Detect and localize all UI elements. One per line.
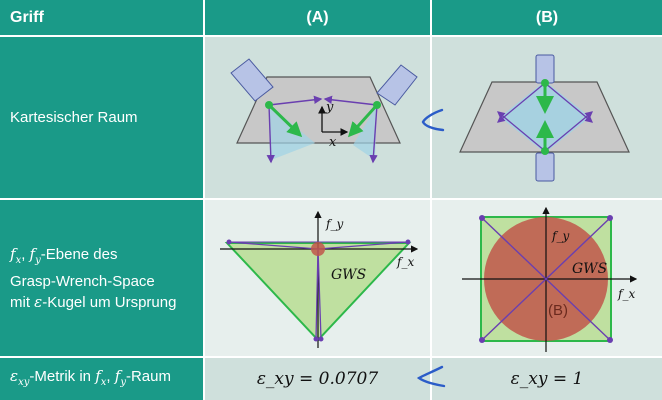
force-edge [544, 82, 594, 123]
metric-label-raum: -Raum [125, 367, 171, 385]
finger-top-icon [535, 54, 555, 84]
header-a: (A) [205, 0, 432, 37]
less-than-mark-row3 [416, 365, 446, 388]
x-axis-label: x [329, 135, 337, 150]
force-edge [544, 111, 594, 152]
force-edge [496, 82, 546, 123]
fy-label-a: f_y [325, 217, 343, 231]
header-griff: Griff [0, 0, 205, 37]
gws-label-line3: mit ε-Kugel um Ursprung [10, 292, 177, 311]
finger-left-icon [230, 58, 274, 102]
gws-b-cell: f_y f_x GWS (B) [432, 200, 662, 358]
cartesian-b-diagram [459, 54, 630, 182]
force-edge [369, 104, 378, 164]
gws-a-cell: f_y f_x GWS [205, 200, 432, 358]
b-label: (B) [548, 302, 568, 319]
metric-b-cell: ε_xy = 1 [432, 358, 662, 400]
gws-label-b: GWS [572, 261, 607, 277]
force-edge [323, 95, 378, 106]
row-label-cartesian-text: Kartesischer Raum [10, 109, 138, 126]
fy-label-b: f_y [551, 229, 569, 243]
row-label-metric-text: εxy-Metrik in fx, fy-Raum [10, 366, 171, 388]
friction-cone-right [353, 105, 377, 160]
header-b-text: (B) [535, 8, 559, 26]
fx-label-b: f_x [617, 287, 635, 301]
force-edge [268, 95, 323, 106]
epsilon-ball-a [311, 242, 325, 256]
y-axis-label: y [325, 100, 334, 115]
metric-value-a: ε_xy = 0.0707 [256, 369, 379, 389]
less-than-mark-row1 [421, 108, 445, 132]
gws-label-f: f [29, 244, 36, 263]
header-a-text: (A) [306, 8, 329, 26]
friction-diamond [500, 81, 590, 153]
finger-bottom-icon [535, 152, 555, 182]
finger-right-icon [376, 64, 418, 106]
metric-a-cell: ε_xy = 0.0707 [205, 358, 432, 400]
gws-b-diagram: f_y f_x GWS (B) [462, 206, 638, 352]
gws-label-line1-rest: -Ebene des [40, 245, 118, 263]
gws-label-line3-b: -Kugel um Ursprung [42, 293, 177, 311]
force-edge [496, 111, 546, 152]
gws-label-line1: fx, fy-Ebene des [10, 244, 118, 266]
row-label-gws-text: fx, fy-Ebene des Grasp-Wrench-Space mit … [10, 244, 176, 313]
gws-label-line3-a: mit [10, 293, 35, 311]
row-label-cartesian: Kartesischer Raum [0, 37, 205, 200]
gws-label-line2: Grasp-Wrench-Space [10, 272, 155, 290]
metric-value-b: ε_xy = 1 [510, 369, 584, 389]
normal-force-right [347, 103, 379, 138]
gws-label-a: GWS [331, 267, 366, 283]
row-label-metric: εxy-Metrik in fx, fy-Raum [0, 358, 205, 400]
header-b: (B) [432, 0, 662, 37]
metric-label-rest: -Metrik in [29, 367, 96, 385]
row-label-gws: fx, fy-Ebene des Grasp-Wrench-Space mit … [0, 200, 205, 358]
fx-label-a: f_x [396, 255, 414, 269]
cartesian-a-diagram: y x [230, 58, 418, 164]
header-griff-text: Griff [10, 8, 44, 26]
normal-force-left [267, 103, 303, 138]
gws-a-diagram: f_y f_x GWS [220, 210, 419, 348]
force-edge [266, 104, 275, 164]
cartesian-b-cell [432, 37, 662, 200]
cartesian-a-cell: y x [205, 37, 432, 200]
